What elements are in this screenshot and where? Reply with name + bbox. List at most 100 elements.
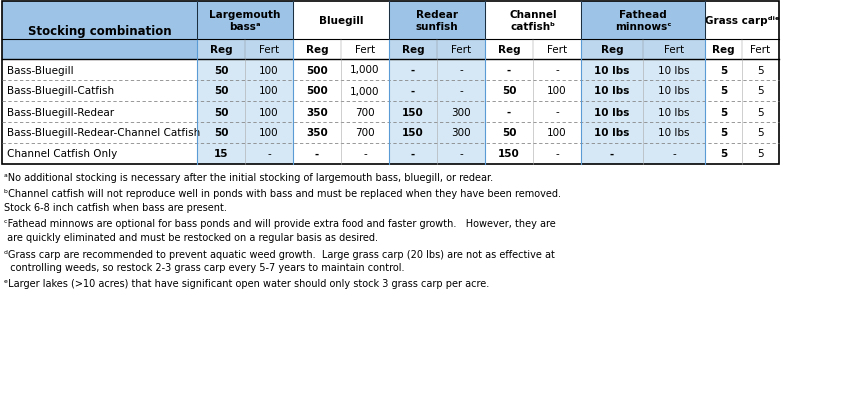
Text: 100: 100 <box>259 107 279 117</box>
Bar <box>197 60 293 164</box>
Text: Fert: Fert <box>751 45 770 55</box>
Bar <box>341 40 389 60</box>
Text: -: - <box>411 65 415 75</box>
Text: -: - <box>555 107 559 117</box>
Bar <box>197 40 245 60</box>
Bar <box>293 40 341 60</box>
Text: -: - <box>315 149 319 159</box>
Text: -: - <box>555 65 559 75</box>
Text: -: - <box>672 149 676 159</box>
Bar <box>485 40 533 60</box>
Text: are quickly eliminated and must be restocked on a regular basis as desired.: are quickly eliminated and must be resto… <box>4 233 378 242</box>
Text: 500: 500 <box>306 65 328 75</box>
Bar <box>705 40 742 60</box>
Text: 5: 5 <box>720 107 727 117</box>
Text: 10 lbs: 10 lbs <box>658 107 690 117</box>
Bar <box>293 2 389 40</box>
Text: 5: 5 <box>758 107 764 117</box>
Bar <box>2 2 779 164</box>
Text: 50: 50 <box>214 128 228 138</box>
Text: 100: 100 <box>259 128 279 138</box>
Bar <box>643 40 705 60</box>
Text: 10 lbs: 10 lbs <box>595 107 630 117</box>
Text: 150: 150 <box>402 128 424 138</box>
Text: Stocking combination: Stocking combination <box>27 24 172 37</box>
Text: 300: 300 <box>451 128 471 138</box>
Text: Reg: Reg <box>498 45 520 55</box>
Text: 50: 50 <box>214 65 228 75</box>
Text: ᵇChannel catfish will not reproduce well in ponds with bass and must be replaced: ᵇChannel catfish will not reproduce well… <box>4 189 561 199</box>
Bar <box>581 40 643 60</box>
Text: Reg: Reg <box>402 45 425 55</box>
Text: 50: 50 <box>502 128 517 138</box>
Text: 5: 5 <box>758 149 764 159</box>
Text: -: - <box>555 149 559 159</box>
Text: 50: 50 <box>214 107 228 117</box>
Text: ᶜFathead minnows are optional for bass ponds and will provide extra food and fas: ᶜFathead minnows are optional for bass p… <box>4 219 556 229</box>
Text: 500: 500 <box>306 86 328 96</box>
Text: 50: 50 <box>502 86 517 96</box>
Text: Bluegill: Bluegill <box>319 16 363 26</box>
Text: Reg: Reg <box>601 45 623 55</box>
Text: 5: 5 <box>758 86 764 96</box>
Bar <box>245 40 293 60</box>
Bar <box>485 2 581 40</box>
Text: Fathead
minnowsᶜ: Fathead minnowsᶜ <box>614 10 671 32</box>
Text: Reg: Reg <box>305 45 329 55</box>
Bar <box>197 2 293 40</box>
Text: 350: 350 <box>306 128 328 138</box>
Text: Largemouth
bassᵃ: Largemouth bassᵃ <box>209 10 281 32</box>
Text: 5: 5 <box>720 128 727 138</box>
Bar <box>705 2 779 40</box>
Text: 100: 100 <box>259 86 279 96</box>
Text: ᵈGrass carp are recommended to prevent aquatic weed growth.  Large grass carp (2: ᵈGrass carp are recommended to prevent a… <box>4 249 555 259</box>
Bar <box>705 60 779 164</box>
Bar <box>389 60 485 164</box>
Text: 100: 100 <box>547 86 567 96</box>
Text: 700: 700 <box>355 107 375 117</box>
Text: Fert: Fert <box>355 45 375 55</box>
Text: -: - <box>267 149 271 159</box>
Text: 10 lbs: 10 lbs <box>658 128 690 138</box>
Text: ᵃNo additional stocking is necessary after the initial stocking of largemouth ba: ᵃNo additional stocking is necessary aft… <box>4 172 493 182</box>
Text: ᵉLarger lakes (>10 acres) that have significant open water should only stock 3 g: ᵉLarger lakes (>10 acres) that have sign… <box>4 279 489 289</box>
Bar <box>437 40 485 60</box>
Text: 5: 5 <box>720 86 727 96</box>
Text: 5: 5 <box>758 128 764 138</box>
Text: Redear
sunfish: Redear sunfish <box>415 10 458 32</box>
Bar <box>533 40 581 60</box>
Text: Fert: Fert <box>547 45 567 55</box>
Text: 10 lbs: 10 lbs <box>595 65 630 75</box>
Text: 10 lbs: 10 lbs <box>595 86 630 96</box>
Text: 100: 100 <box>259 65 279 75</box>
Text: 100: 100 <box>547 128 567 138</box>
Text: controlling weeds, so restock 2-3 grass carp every 5-7 years to maintain control: controlling weeds, so restock 2-3 grass … <box>4 262 404 272</box>
Text: Reg: Reg <box>209 45 233 55</box>
Text: -: - <box>411 149 415 159</box>
Text: 10 lbs: 10 lbs <box>658 86 690 96</box>
Bar <box>742 40 779 60</box>
Text: 1,000: 1,000 <box>350 86 380 96</box>
Text: Channel
catfishᵇ: Channel catfishᵇ <box>509 10 557 32</box>
Text: -: - <box>459 65 462 75</box>
Text: 300: 300 <box>451 107 471 117</box>
Text: -: - <box>610 149 614 159</box>
Text: 350: 350 <box>306 107 328 117</box>
Text: -: - <box>459 86 462 96</box>
Bar <box>389 40 437 60</box>
Text: 10 lbs: 10 lbs <box>595 128 630 138</box>
Text: Bass-Bluegill-Catfish: Bass-Bluegill-Catfish <box>7 86 114 96</box>
Text: Fert: Fert <box>451 45 471 55</box>
Text: -: - <box>459 149 462 159</box>
Bar <box>581 60 705 164</box>
Text: Fert: Fert <box>664 45 684 55</box>
Text: Stock 6-8 inch catfish when bass are present.: Stock 6-8 inch catfish when bass are pre… <box>4 203 227 213</box>
Text: 5: 5 <box>758 65 764 75</box>
Bar <box>2 2 197 60</box>
Text: Reg: Reg <box>712 45 734 55</box>
Text: -: - <box>363 149 367 159</box>
Text: -: - <box>411 86 415 96</box>
Text: 700: 700 <box>355 128 375 138</box>
Bar <box>581 2 705 40</box>
Bar <box>389 2 485 40</box>
